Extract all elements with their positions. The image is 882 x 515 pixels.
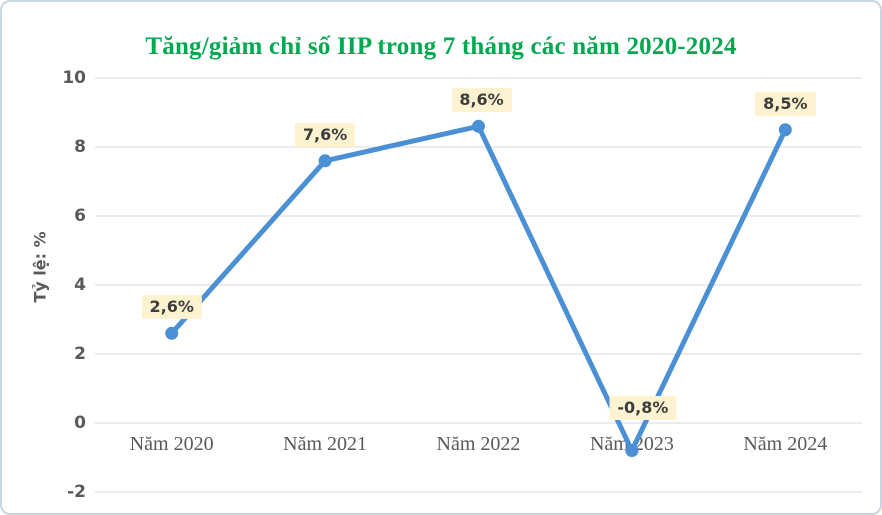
- x-axis-label: Năm 2020: [129, 433, 214, 455]
- data-label: 8,5%: [755, 91, 816, 116]
- x-axis-label: Năm 2023: [589, 433, 674, 455]
- x-axis-label: Năm 2022: [436, 433, 521, 455]
- data-point-marker: [472, 119, 485, 133]
- data-label: 8,6%: [451, 88, 512, 113]
- y-axis-tick-label: -2: [67, 482, 86, 502]
- data-label: 2,6%: [141, 295, 202, 320]
- chart-title: Tăng/giảm chỉ số IIP trong 7 tháng các n…: [145, 32, 737, 60]
- y-axis-tick-label: 0: [74, 413, 86, 433]
- y-axis-tick-label: 6: [74, 206, 86, 226]
- y-axis-tick-label: 2: [74, 344, 86, 364]
- x-axis-label: Năm 2021: [283, 433, 368, 455]
- data-point-marker: [625, 444, 639, 458]
- y-axis-tick-label: 4: [74, 275, 86, 295]
- data-point-marker: [778, 123, 792, 137]
- y-axis-tick-label: 8: [74, 137, 86, 157]
- data-point-marker: [318, 154, 332, 168]
- y-axis-tick-label: 10: [62, 68, 86, 88]
- x-axis-label: Năm 2024: [743, 433, 828, 455]
- data-label: 7,6%: [294, 122, 356, 147]
- data-point-marker: [165, 326, 179, 340]
- data-label: -0,8%: [609, 395, 677, 420]
